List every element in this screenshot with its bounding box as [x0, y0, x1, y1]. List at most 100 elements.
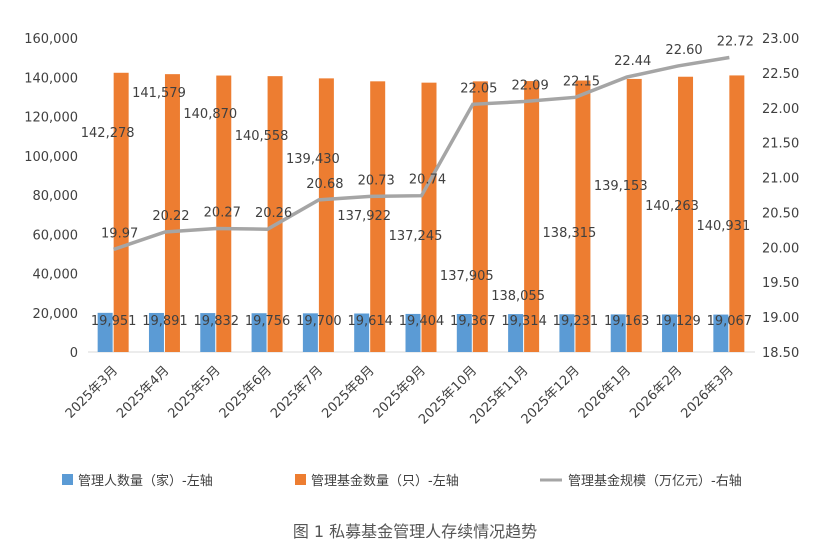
x-tick-label: 2026年1月 — [576, 363, 634, 421]
bar-managers — [302, 313, 318, 352]
x-tick-label: 2026年3月 — [679, 363, 737, 421]
bar-managers — [508, 314, 524, 352]
left-tick-label: 140,000 — [24, 71, 78, 86]
left-tick-label: 60,000 — [33, 228, 79, 243]
bar-funds — [113, 72, 129, 353]
bar-managers — [559, 314, 575, 352]
bar-managers — [405, 313, 421, 352]
data-label-managers: 19,067 — [707, 314, 753, 329]
data-label-scale: 22.72 — [717, 35, 754, 50]
data-label-scale: 20.68 — [306, 177, 343, 192]
data-label-managers: 19,314 — [501, 314, 547, 329]
bar-managers — [662, 314, 678, 352]
data-label-scale: 19.97 — [101, 226, 138, 241]
data-label-managers: 19,163 — [604, 314, 650, 329]
left-tick-label: 100,000 — [24, 150, 78, 165]
bar-managers — [713, 314, 729, 352]
right-tick-label: 20.50 — [762, 206, 799, 221]
right-tick-label: 21.50 — [762, 137, 799, 152]
x-tick-label: 2026年2月 — [627, 363, 685, 421]
left-tick-label: 120,000 — [24, 111, 78, 126]
bar-funds — [678, 76, 694, 353]
data-label-managers: 19,367 — [450, 314, 496, 329]
data-label-scale: 22.15 — [563, 74, 600, 89]
right-tick-label: 19.00 — [762, 311, 799, 326]
data-label-scale: 22.44 — [614, 54, 651, 69]
data-label-managers: 19,404 — [399, 314, 445, 329]
data-label-managers: 19,756 — [245, 314, 291, 329]
data-label-funds: 137,922 — [337, 209, 391, 224]
x-tick-label: 2025年5月 — [165, 363, 223, 421]
legend-swatch — [295, 474, 306, 485]
bar-funds — [216, 75, 232, 352]
data-label-scale: 22.60 — [665, 43, 702, 58]
legend-label: 管理基金规模（万亿元）-右轴 — [568, 473, 742, 489]
data-label-funds: 137,245 — [389, 229, 443, 244]
right-tick-label: 21.00 — [762, 172, 799, 187]
left-tick-label: 0 — [70, 346, 78, 361]
data-label-scale: 22.09 — [512, 78, 549, 93]
data-label-funds: 140,263 — [645, 199, 699, 214]
data-label-funds: 142,278 — [81, 126, 135, 141]
x-tick-label: 2025年8月 — [319, 363, 377, 421]
data-label-managers: 19,891 — [142, 314, 188, 329]
data-label-funds: 138,055 — [491, 289, 545, 304]
bar-funds — [626, 78, 642, 353]
data-label-funds: 141,579 — [132, 86, 186, 101]
x-tick-label: 2025年6月 — [217, 363, 275, 421]
data-label-funds: 138,315 — [543, 226, 597, 241]
data-label-funds: 140,558 — [235, 129, 289, 144]
left-tick-label: 160,000 — [24, 32, 78, 47]
data-label-scale: 20.27 — [204, 205, 241, 220]
bar-managers — [456, 313, 472, 352]
data-label-funds: 137,905 — [440, 269, 494, 284]
data-label-managers: 19,614 — [347, 314, 393, 329]
x-tick-label: 2025年7月 — [268, 363, 326, 421]
line-scale — [113, 55, 730, 252]
legend-label: 管理基金数量（只）-左轴 — [311, 473, 459, 489]
bar-managers — [200, 313, 216, 352]
data-label-managers: 19,129 — [655, 314, 701, 329]
data-label-scale: 20.26 — [255, 206, 292, 221]
data-label-funds: 140,870 — [183, 107, 237, 122]
left-tick-label: 20,000 — [33, 307, 79, 322]
data-label-scale: 20.73 — [358, 173, 395, 188]
bar-managers — [354, 313, 370, 352]
right-tick-label: 18.50 — [762, 346, 799, 361]
right-tick-label: 22.00 — [762, 102, 799, 117]
data-label-managers: 19,951 — [91, 314, 137, 329]
bar-funds — [370, 81, 386, 353]
right-tick-label: 22.50 — [762, 67, 799, 82]
x-tick-label: 2025年4月 — [114, 363, 172, 421]
bar-managers — [97, 312, 113, 352]
data-label-managers: 19,231 — [553, 314, 599, 329]
data-label-scale: 22.05 — [460, 81, 497, 96]
data-label-scale: 20.74 — [409, 173, 446, 188]
legend-label: 管理人数量（家）-左轴 — [78, 473, 213, 489]
bar-managers — [251, 313, 267, 352]
bar-funds — [267, 76, 283, 353]
bar-funds — [421, 82, 437, 353]
data-label-managers: 19,832 — [194, 314, 240, 329]
bar-funds — [729, 75, 745, 352]
right-tick-label: 19.50 — [762, 276, 799, 291]
data-label-funds: 139,430 — [286, 152, 340, 167]
bar-funds — [575, 80, 591, 352]
bar-managers — [610, 314, 626, 352]
left-tick-label: 80,000 — [33, 189, 79, 204]
figure-caption: 图 1 私募基金管理人存续情况趋势 — [293, 522, 537, 541]
bar-managers — [148, 312, 164, 352]
data-label-scale: 20.22 — [152, 209, 189, 224]
data-label-funds: 140,931 — [696, 219, 750, 234]
bar-funds — [318, 78, 334, 352]
left-tick-label: 40,000 — [33, 268, 79, 283]
bar-funds — [164, 74, 180, 352]
data-label-managers: 19,700 — [296, 314, 342, 329]
right-tick-label: 23.00 — [762, 32, 799, 47]
data-label-funds: 139,153 — [594, 179, 648, 194]
bar-funds — [524, 81, 540, 352]
right-tick-label: 20.00 — [762, 241, 799, 256]
x-tick-label: 2025年3月 — [63, 363, 121, 421]
